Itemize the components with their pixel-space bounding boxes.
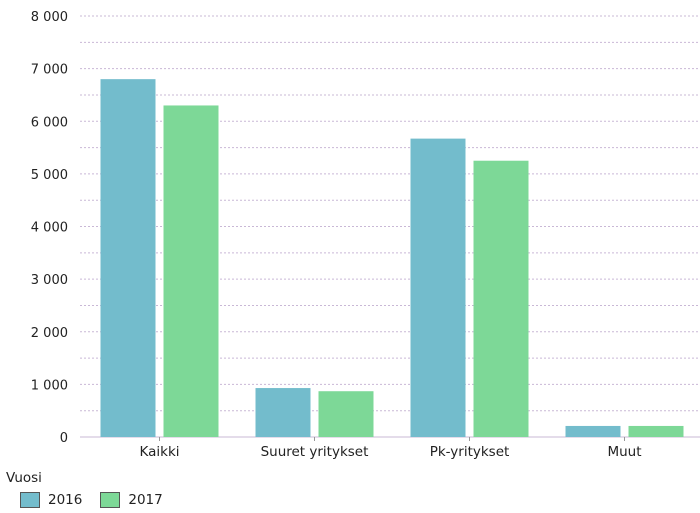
x-category-label: Pk-yritykset bbox=[430, 444, 510, 460]
legend-item-2017[interactable]: 2017 bbox=[100, 492, 163, 508]
bar-2017-0 bbox=[163, 105, 219, 438]
bar-2016-2 bbox=[410, 138, 466, 437]
bar-2016-0 bbox=[100, 79, 156, 438]
y-tick-label: 6 000 bbox=[31, 115, 68, 130]
x-category-label: Muut bbox=[607, 444, 641, 460]
y-tick-label: 4 000 bbox=[31, 221, 68, 236]
bar-2016-1 bbox=[255, 388, 311, 437]
y-tick-label: 7 000 bbox=[31, 63, 68, 78]
legend-swatch-2017 bbox=[100, 492, 121, 508]
y-tick-label: 1 000 bbox=[31, 378, 68, 393]
x-category-label: Kaikki bbox=[139, 444, 179, 460]
legend-swatch-2016 bbox=[20, 492, 40, 508]
bar-2017-3 bbox=[628, 425, 684, 437]
y-tick-label: 0 bbox=[60, 431, 68, 446]
y-tick-label: 8 000 bbox=[31, 10, 68, 25]
y-tick-label: 3 000 bbox=[31, 273, 68, 288]
bar-2017-1 bbox=[318, 391, 374, 437]
legend-title: Vuosi bbox=[6, 470, 42, 486]
legend: 2016 2017 bbox=[20, 492, 181, 508]
legend-item-2016[interactable]: 2016 bbox=[20, 492, 82, 508]
x-category-label: Suuret yritykset bbox=[261, 444, 369, 460]
legend-label-2016: 2016 bbox=[48, 492, 83, 508]
y-tick-label: 2 000 bbox=[31, 326, 68, 341]
legend-label-2017: 2017 bbox=[128, 492, 163, 508]
bar-2016-3 bbox=[565, 425, 621, 437]
y-tick-label: 5 000 bbox=[31, 168, 68, 183]
bar-2017-2 bbox=[473, 160, 529, 437]
